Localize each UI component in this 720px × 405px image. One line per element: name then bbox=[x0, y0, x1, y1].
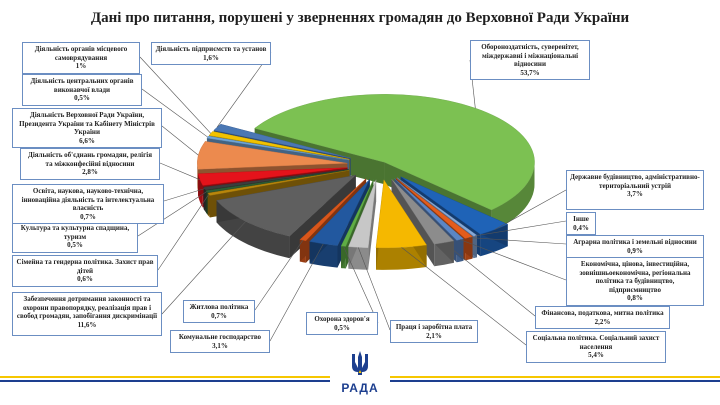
rada-logo: РАДА bbox=[337, 350, 383, 395]
leader-line bbox=[401, 247, 527, 346]
slice-label: Діяльність центральних органів виконавчо… bbox=[22, 74, 142, 106]
slice-label-text: Праця і заробітна плата bbox=[395, 323, 473, 331]
slice-label: Освіта, наукова, науково-технічна, іннов… bbox=[12, 184, 164, 224]
slice-label-text: Аграрна політика і земельні відносини bbox=[573, 238, 697, 246]
pie-slice-side bbox=[216, 200, 290, 259]
logo-text: РАДА bbox=[341, 381, 379, 395]
slice-value-text: 2,8% bbox=[82, 168, 98, 176]
leader-line bbox=[269, 243, 324, 342]
slice-label-text: Економічна, цінова, інвестиційна, зовніш… bbox=[579, 260, 691, 294]
slice-label-text: Діяльність об'єднань громадян, релігія т… bbox=[28, 151, 152, 168]
slice-label: Житлова політика 0,7% bbox=[183, 300, 255, 323]
slice-value-text: 1% bbox=[75, 62, 87, 70]
slice-label: Праця і заробітна плата 2,1% bbox=[390, 320, 478, 343]
slice-label: Діяльність об'єднань громадян, релігія т… bbox=[20, 148, 160, 180]
leader-line bbox=[141, 88, 208, 138]
slice-label: Забезпечення дотримання законності та ох… bbox=[12, 292, 162, 336]
slice-value-text: 53,7% bbox=[520, 68, 540, 77]
slice-label-text: Фінансова, податкова, митна політика bbox=[541, 309, 664, 317]
slice-value-text: 1,6% bbox=[203, 53, 219, 62]
slice-label-text: Забезпечення дотримання законності та ох… bbox=[16, 295, 158, 320]
slice-value-text: 0,5% bbox=[74, 94, 90, 102]
pie-slice-side bbox=[376, 245, 427, 270]
slice-value-text: 0,7% bbox=[211, 311, 227, 320]
slice-value-text: 3,7% bbox=[627, 190, 643, 198]
leader-line bbox=[159, 162, 201, 180]
leader-line bbox=[494, 189, 567, 230]
slice-value-text: 2,1% bbox=[426, 331, 442, 340]
slice-label: Діяльність органів місцевого самоврядува… bbox=[22, 42, 140, 74]
leader-line bbox=[343, 246, 379, 324]
slice-label-text: Діяльність Верховної Ради України, Прези… bbox=[19, 111, 155, 136]
slice-label-text: Діяльність підприємств та установ bbox=[155, 45, 267, 53]
slice-value-text: 0,5% bbox=[67, 241, 83, 249]
pie-slice-top bbox=[395, 177, 473, 239]
leader-line bbox=[137, 191, 207, 237]
slice-label-text: Сімейна та гендерна політика. Захист пра… bbox=[16, 258, 154, 275]
pie-slice-top bbox=[208, 131, 350, 160]
slice-label-text: Культура та культурна спадщина, туризм bbox=[20, 224, 130, 241]
slice-label-text: Соціальна політика. Соціальний захист на… bbox=[532, 334, 660, 351]
slice-label-text: Житлова політика bbox=[189, 303, 249, 311]
leader-line bbox=[254, 240, 304, 311]
slice-label: Економічна, цінова, інвестиційна, зовніш… bbox=[566, 257, 704, 306]
slice-label-text: Інше bbox=[573, 215, 589, 223]
slice-value-text: 6,6% bbox=[79, 136, 95, 145]
slice-value-text: 5,4% bbox=[588, 351, 604, 359]
slice-label: Діяльність Верховної Ради України, Прези… bbox=[12, 108, 162, 148]
slice-label-text: Діяльність центральних органів виконавчо… bbox=[30, 77, 134, 94]
pie-slice bbox=[348, 179, 377, 270]
slice-label-text: Обороноздатність, суверенітет, міждержав… bbox=[481, 43, 579, 68]
chart-title: Дані про питання, порушені у зверненнях … bbox=[90, 10, 630, 26]
leader-line bbox=[161, 125, 199, 156]
pie-slice-top bbox=[216, 174, 357, 237]
slice-value-text: 2,2% bbox=[594, 317, 611, 326]
slice-label-text: Охорона здоров'я bbox=[314, 315, 370, 323]
slice-value-text: 3,1% bbox=[212, 341, 228, 350]
slice-value-text: 0,6% bbox=[77, 275, 93, 283]
pie-slice-top bbox=[254, 94, 535, 211]
slice-label: Обороноздатність, суверенітет, міждержав… bbox=[470, 40, 590, 80]
leader-line bbox=[161, 221, 246, 315]
pie-slice-side bbox=[491, 161, 535, 232]
slice-value-text: 0,8% bbox=[627, 294, 643, 302]
leader-line bbox=[459, 239, 567, 281]
pie-slice-side bbox=[197, 162, 198, 192]
slice-label: Діяльність підприємств та установ 1,6% bbox=[151, 42, 271, 65]
leader-line bbox=[139, 56, 212, 134]
slice-label: Соціальна політика. Соціальний захист на… bbox=[526, 331, 666, 363]
trident-icon bbox=[352, 351, 368, 375]
leader-line bbox=[468, 237, 567, 245]
slice-label: Фінансова, податкова, митна політика 2,2% bbox=[535, 306, 670, 329]
slice-value-text: 11,6% bbox=[77, 320, 97, 329]
slice-value-text: 0,9% bbox=[627, 246, 643, 255]
slice-label-text: Освіта, наукова, науково-технічна, іннов… bbox=[21, 187, 155, 212]
pie-slice-top bbox=[391, 178, 455, 245]
slice-label-text: Діяльність органів місцевого самоврядува… bbox=[34, 45, 128, 62]
slice-value-text: 0,5% bbox=[334, 323, 350, 332]
slice-value-text: 0,4% bbox=[573, 223, 589, 232]
leader-line bbox=[163, 188, 205, 202]
pie-slice-top bbox=[299, 178, 367, 242]
leader-line bbox=[157, 194, 210, 271]
slice-value-text: 0,7% bbox=[80, 212, 96, 221]
leader-line bbox=[443, 242, 536, 317]
slice-label-text: Комунальне господарство bbox=[178, 333, 262, 341]
leader-line bbox=[475, 220, 567, 237]
leader-line bbox=[357, 247, 391, 331]
slice-label: Інше 0,4% bbox=[566, 212, 596, 235]
footer-band bbox=[0, 372, 720, 405]
pie-slice-top bbox=[206, 135, 349, 161]
slice-label: Охорона здоров'я 0,5% bbox=[306, 312, 378, 335]
slice-label: Аграрна політика і земельні відносини 0,9… bbox=[566, 235, 704, 258]
pie-slice-top bbox=[400, 176, 509, 235]
slice-label: Сімейна та гендерна політика. Захист пра… bbox=[12, 255, 158, 287]
pie-slice-top bbox=[197, 141, 348, 170]
slice-label: Державне будівництво, адміністративно-те… bbox=[566, 170, 704, 210]
pie-slice bbox=[375, 179, 427, 270]
slice-label: Комунальне господарство 3,1% bbox=[170, 330, 270, 353]
slice-label-text: Державне будівництво, адміністративно-те… bbox=[570, 173, 700, 190]
slice-label: Культура та культурна спадщина, туризм 0,… bbox=[12, 221, 138, 253]
